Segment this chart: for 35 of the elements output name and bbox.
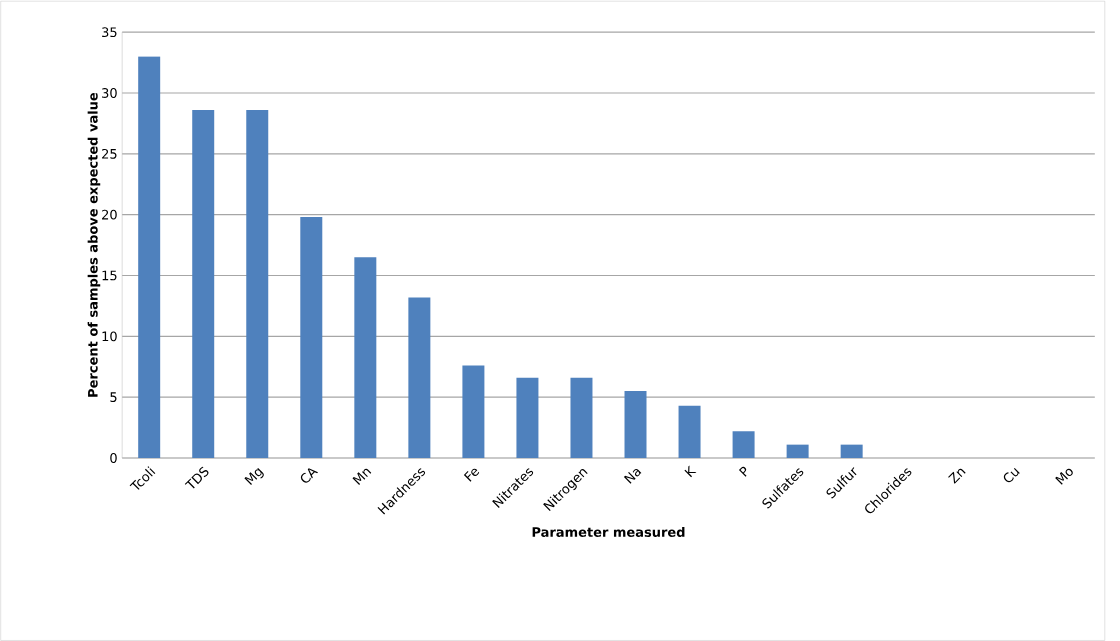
bar: [678, 405, 701, 458]
y-tick-label: 5: [110, 392, 117, 402]
x-tick-label: Zn: [948, 468, 966, 484]
bar: [192, 109, 215, 458]
bar: [462, 365, 485, 458]
bar: [732, 431, 755, 458]
y-tick-label: 20: [102, 209, 117, 220]
bar: [570, 377, 593, 458]
bar: [300, 217, 323, 458]
y-tick-label: 10: [102, 331, 117, 342]
x-tick-label: K: [684, 465, 697, 478]
x-tick-label: Mn: [352, 468, 372, 485]
bar: [246, 109, 269, 458]
y-tick-label: 35: [102, 27, 117, 38]
y-tick-label: 25: [102, 148, 117, 159]
x-tick-label: Mo: [1055, 468, 1073, 485]
x-tick-label: Na: [623, 468, 642, 484]
x-tick-label: Fe: [463, 468, 480, 482]
bar: [624, 391, 647, 458]
bar: [840, 444, 863, 458]
x-axis-title: Parameter measured: [532, 526, 685, 537]
x-tick-label: Mg: [244, 467, 264, 485]
bar: [354, 257, 377, 458]
y-tick-label: 15: [102, 270, 117, 281]
bar: [786, 444, 809, 458]
bar: [138, 56, 161, 458]
y-axis-title: Percent of samples above expected value: [87, 92, 101, 397]
y-tick-label: 30: [102, 88, 117, 98]
x-tick-label: TDS: [184, 466, 209, 489]
y-tick-label: 0: [110, 453, 117, 463]
bar: [516, 377, 539, 458]
x-tick-label: CA: [300, 468, 319, 483]
x-tick-label: P: [738, 466, 747, 477]
bar: [408, 297, 431, 458]
x-tick-label: Cu: [1003, 467, 1020, 483]
